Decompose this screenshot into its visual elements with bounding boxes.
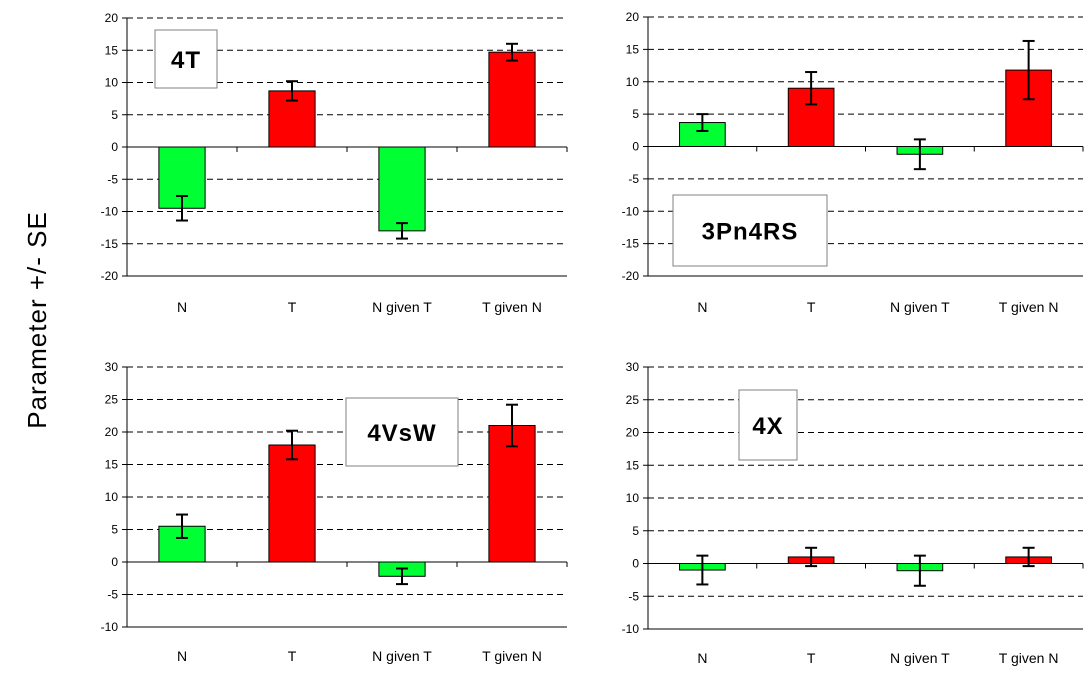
category-label-1: N	[177, 648, 187, 664]
bar-4	[488, 425, 536, 563]
category-label-2: T	[807, 299, 816, 315]
y-tick-label: -10	[622, 204, 640, 218]
y-tick-label: 10	[105, 76, 119, 90]
bar-3	[378, 146, 426, 232]
panel-label-box	[345, 397, 459, 467]
y-tick-label: 20	[626, 10, 640, 24]
y-tick-label: 15	[105, 43, 119, 57]
panels: 20 15 10 5 0 -5 -10 -15 -20 N T N given T T given N 4…	[101, 10, 1084, 666]
category-label-3: N given T	[890, 650, 950, 666]
y-tick-label: 10	[105, 490, 119, 504]
y-tick-label: -5	[107, 588, 118, 602]
chart-panel-1: 20 15 10 5 0 -5 -10 -15 -20 N T N given T T given N 4…	[101, 11, 568, 315]
y-tick-label: 30	[105, 360, 119, 374]
panel-title: 4VsW	[367, 420, 436, 447]
y-tick-label: 5	[632, 524, 639, 538]
category-label-4: T given N	[482, 299, 542, 315]
category-label-1: N	[177, 299, 187, 315]
panel-label-box	[154, 29, 218, 89]
category-label-4: T given N	[999, 299, 1059, 315]
y-tick-label: -20	[101, 269, 119, 283]
category-label-3: N given T	[890, 299, 950, 315]
y-tick-label: 10	[626, 75, 640, 89]
y-tick-label: -15	[622, 237, 640, 251]
y-tick-label: -10	[101, 620, 119, 634]
category-label-1: N	[697, 650, 707, 666]
y-tick-label: 0	[632, 557, 639, 571]
y-tick-label: 0	[111, 140, 118, 154]
figure-y-axis-label: Parameter +/- SE	[22, 211, 52, 429]
y-tick-label: -20	[622, 269, 640, 283]
y-tick-label: 20	[105, 425, 119, 439]
y-tick-label: -5	[628, 172, 639, 186]
y-tick-label: -5	[628, 589, 639, 603]
y-tick-label: 15	[626, 42, 640, 56]
y-tick-label: -10	[101, 205, 119, 219]
chart-panel-4: 30 25 20 15 10 5 0 -5 -10 N T N given T T given N 4X	[622, 360, 1084, 666]
y-tick-label: 15	[105, 458, 119, 472]
panel-title: 3Pn4RS	[702, 219, 799, 246]
y-tick-label: -5	[107, 172, 118, 186]
panel-title: 4T	[171, 47, 201, 74]
category-label-3: N given T	[372, 648, 432, 664]
bar-2	[268, 444, 316, 563]
category-label-4: T given N	[999, 650, 1059, 666]
panel-label-box	[738, 389, 798, 461]
y-tick-label: -10	[622, 622, 640, 636]
panel-title: 4X	[752, 413, 783, 440]
category-label-1: N	[697, 299, 707, 315]
category-label-4: T given N	[482, 648, 542, 664]
category-label-2: T	[288, 299, 297, 315]
category-label-3: N given T	[372, 299, 432, 315]
chart-panel-3: 30 25 20 15 10 5 0 -5 -10 N T N given T T given N 4Vs…	[101, 360, 568, 664]
y-tick-label: 5	[111, 523, 118, 537]
y-tick-label: 25	[626, 393, 640, 407]
y-tick-label: -15	[101, 237, 119, 251]
y-tick-label: 20	[105, 11, 119, 25]
bar-4	[488, 51, 536, 148]
y-tick-label: 25	[105, 393, 119, 407]
y-tick-label: 5	[111, 108, 118, 122]
y-tick-label: 0	[111, 555, 118, 569]
y-tick-label: 15	[626, 458, 640, 472]
category-label-2: T	[807, 650, 816, 666]
y-tick-label: 20	[626, 426, 640, 440]
y-tick-label: 30	[626, 360, 640, 374]
panel-label-box	[672, 194, 828, 267]
category-label-2: T	[288, 648, 297, 664]
y-tick-label: 0	[632, 140, 639, 154]
y-tick-label: 10	[626, 491, 640, 505]
chart-panel-2: 20 15 10 5 0 -5 -10 -15 -20 N T N given T T given N 3…	[622, 10, 1084, 315]
y-tick-label: 5	[632, 107, 639, 121]
